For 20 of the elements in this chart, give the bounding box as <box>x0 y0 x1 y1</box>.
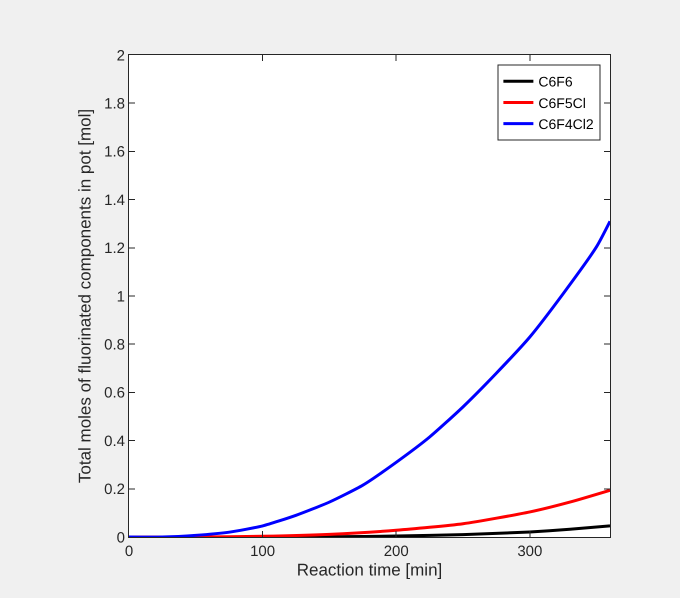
y-tick-label: 0.2 <box>104 481 125 498</box>
y-tick-label: 2 <box>116 47 125 64</box>
y-tick-label: 1 <box>116 288 125 306</box>
y-tick-label: 1.6 <box>104 144 125 161</box>
x-tick-label: 200 <box>384 543 409 560</box>
line-series <box>129 220 610 537</box>
legend-label: C6F5Cl <box>538 94 586 111</box>
y-tick-label: 0.4 <box>104 432 125 450</box>
y-tick-label: 0 <box>116 529 125 546</box>
y-axis-title: Total moles of fluorinated components in pot [mol] <box>76 108 95 484</box>
x-axis-title: Reaction time [min] <box>296 560 442 580</box>
x-tick-label: 100 <box>250 543 276 560</box>
y-tick-label: 0.6 <box>104 384 125 402</box>
legend-label: C6F6 <box>538 74 573 90</box>
y-tick-label: 1.8 <box>104 95 125 112</box>
x-tick-label: 300 <box>517 543 542 560</box>
legend-label: C6F4Cl2 <box>538 116 594 132</box>
y-tick-label: 1.2 <box>104 240 125 258</box>
y-tick-label: 0.8 <box>104 336 125 354</box>
y-tick-label: 1.4 <box>104 192 125 209</box>
